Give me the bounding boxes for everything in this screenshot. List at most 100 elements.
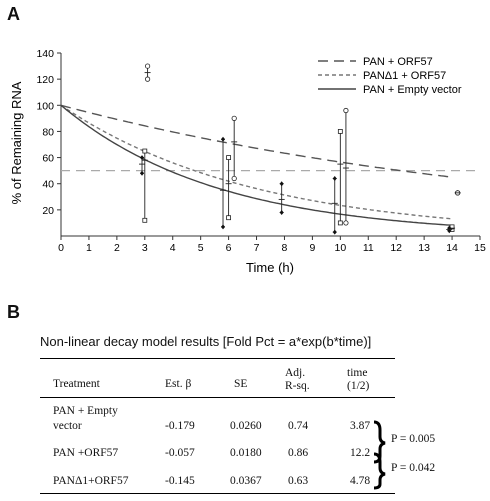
table-bottom-rule [40, 493, 395, 494]
legend-label-2: PANΔ1 + ORF57 [363, 70, 446, 82]
x-tick-label: 13 [418, 242, 430, 254]
data-point [342, 107, 349, 226]
marker-diamond [279, 181, 284, 187]
fit-curve-series-2 [60, 104, 453, 220]
x-tick-label: 10 [334, 242, 346, 254]
marker-circle [231, 175, 237, 182]
p-value-2: P = 0.042 [391, 462, 436, 474]
y-tick-label: 20 [42, 205, 54, 217]
row-1-treatment-1: PAN + Empty [53, 405, 118, 417]
data-point [139, 155, 146, 176]
header-beta: Est. β [165, 378, 192, 390]
x-axis-label: Time (h) [246, 260, 294, 275]
p-value-1: P = 0.005 [391, 433, 436, 445]
x-tick-label: 15 [474, 242, 486, 254]
fit-curve-series-3 [60, 104, 453, 226]
header-half-1: time [347, 367, 368, 379]
x-tick-label: 6 [226, 242, 232, 254]
x-tick-label: 12 [390, 242, 402, 254]
row-3-treatment: PANΔ1+ORF57 [53, 475, 129, 487]
table-header-rule [40, 397, 395, 398]
row-1-half: 3.87 [350, 420, 371, 432]
header-rsq-1: Adj. [285, 367, 306, 379]
y-tick-label: 140 [36, 48, 54, 60]
marker-square [226, 215, 232, 221]
data-point [144, 63, 151, 82]
legend-label-1: PAN + ORF57 [363, 56, 433, 68]
marker-circle [343, 220, 349, 226]
marker-diamond [279, 209, 284, 215]
data-point [337, 129, 344, 226]
marker-square [337, 220, 343, 226]
data-point [446, 225, 453, 234]
x-tick-label: 4 [170, 242, 176, 254]
y-tick-label: 60 [42, 153, 54, 165]
x-tick-label: 8 [282, 242, 288, 254]
x-tick-label: 0 [58, 242, 64, 254]
row-1-beta: -0.179 [165, 420, 195, 432]
decay-chart: 0 1 2 3 4 5 6 7 8 9 10 11 12 13 14 1520406080100120140 … [9, 48, 486, 275]
marker-diamond [221, 136, 226, 142]
row-1-treatment-2: vector [53, 420, 82, 432]
data-point [141, 148, 148, 223]
header-half-2: (1/2) [347, 380, 370, 392]
x-tick-label: 7 [254, 242, 260, 254]
marker-diamond [140, 155, 145, 161]
header-se: SE [234, 378, 248, 390]
row-3-half: 4.78 [350, 475, 371, 487]
x-tick-label: 1 [86, 242, 92, 254]
marker-square [337, 129, 343, 134]
data-point [278, 181, 285, 215]
panel-b-label: B [7, 302, 20, 322]
row-2-se: 0.0180 [230, 447, 262, 459]
x-tick-label: 9 [309, 242, 315, 254]
marker-square [142, 217, 148, 223]
chart-legend: PAN + ORF57 PANΔ1 + ORF57 PAN + Empty vect… [318, 56, 462, 96]
row-2-rsq: 0.86 [288, 447, 309, 459]
fit-curves [60, 104, 453, 226]
row-3-se: 0.0367 [230, 475, 262, 487]
x-tick-label: 11 [363, 242, 374, 254]
y-tick-label: 120 [36, 74, 54, 86]
row-3-rsq: 0.63 [288, 475, 309, 487]
marker-circle [144, 63, 151, 69]
fit-curve-series-1 [60, 104, 453, 178]
y-tick-label: 80 [42, 126, 54, 138]
panel-a-label: A [7, 4, 20, 24]
row-1-se: 0.0260 [230, 420, 262, 432]
row-1-rsq: 0.74 [288, 420, 309, 432]
marker-circle [231, 115, 237, 121]
marker-diamond [140, 170, 145, 176]
row-2-treatment: PAN +ORF57 [53, 447, 119, 459]
brace-lower [373, 452, 386, 490]
significance-braces [373, 420, 386, 490]
x-tick-label: 5 [198, 242, 204, 254]
x-tick-label: 14 [446, 242, 458, 254]
header-rsq-2: R-sq. [285, 380, 310, 392]
marker-circle [343, 107, 349, 114]
x-tick-label: 2 [114, 242, 120, 254]
data-point [331, 175, 338, 235]
table-top-rule [40, 358, 395, 359]
row-2-beta: -0.057 [165, 447, 195, 459]
data-point [231, 115, 238, 182]
row-3-beta: -0.145 [165, 475, 195, 487]
data-point [225, 155, 232, 221]
y-tick-label: 100 [36, 100, 54, 112]
legend-label-3: PAN + Empty vector [363, 84, 462, 96]
row-2-half: 12.2 [350, 447, 371, 459]
y-axis-label: % of Remaining RNA [9, 81, 24, 204]
x-tick-label: 3 [142, 242, 148, 254]
y-tick-label: 40 [42, 179, 54, 191]
marker-diamond [332, 229, 337, 235]
marker-square [142, 148, 148, 154]
data-point [220, 136, 227, 230]
marker-diamond [332, 175, 337, 181]
error-bars [139, 63, 461, 235]
marker-diamond [221, 224, 226, 230]
header-treatment: Treatment [53, 378, 100, 390]
data-point [454, 190, 461, 196]
table-title: Non-linear decay model results [Fold Pct… [40, 334, 372, 349]
marker-square [226, 155, 232, 160]
